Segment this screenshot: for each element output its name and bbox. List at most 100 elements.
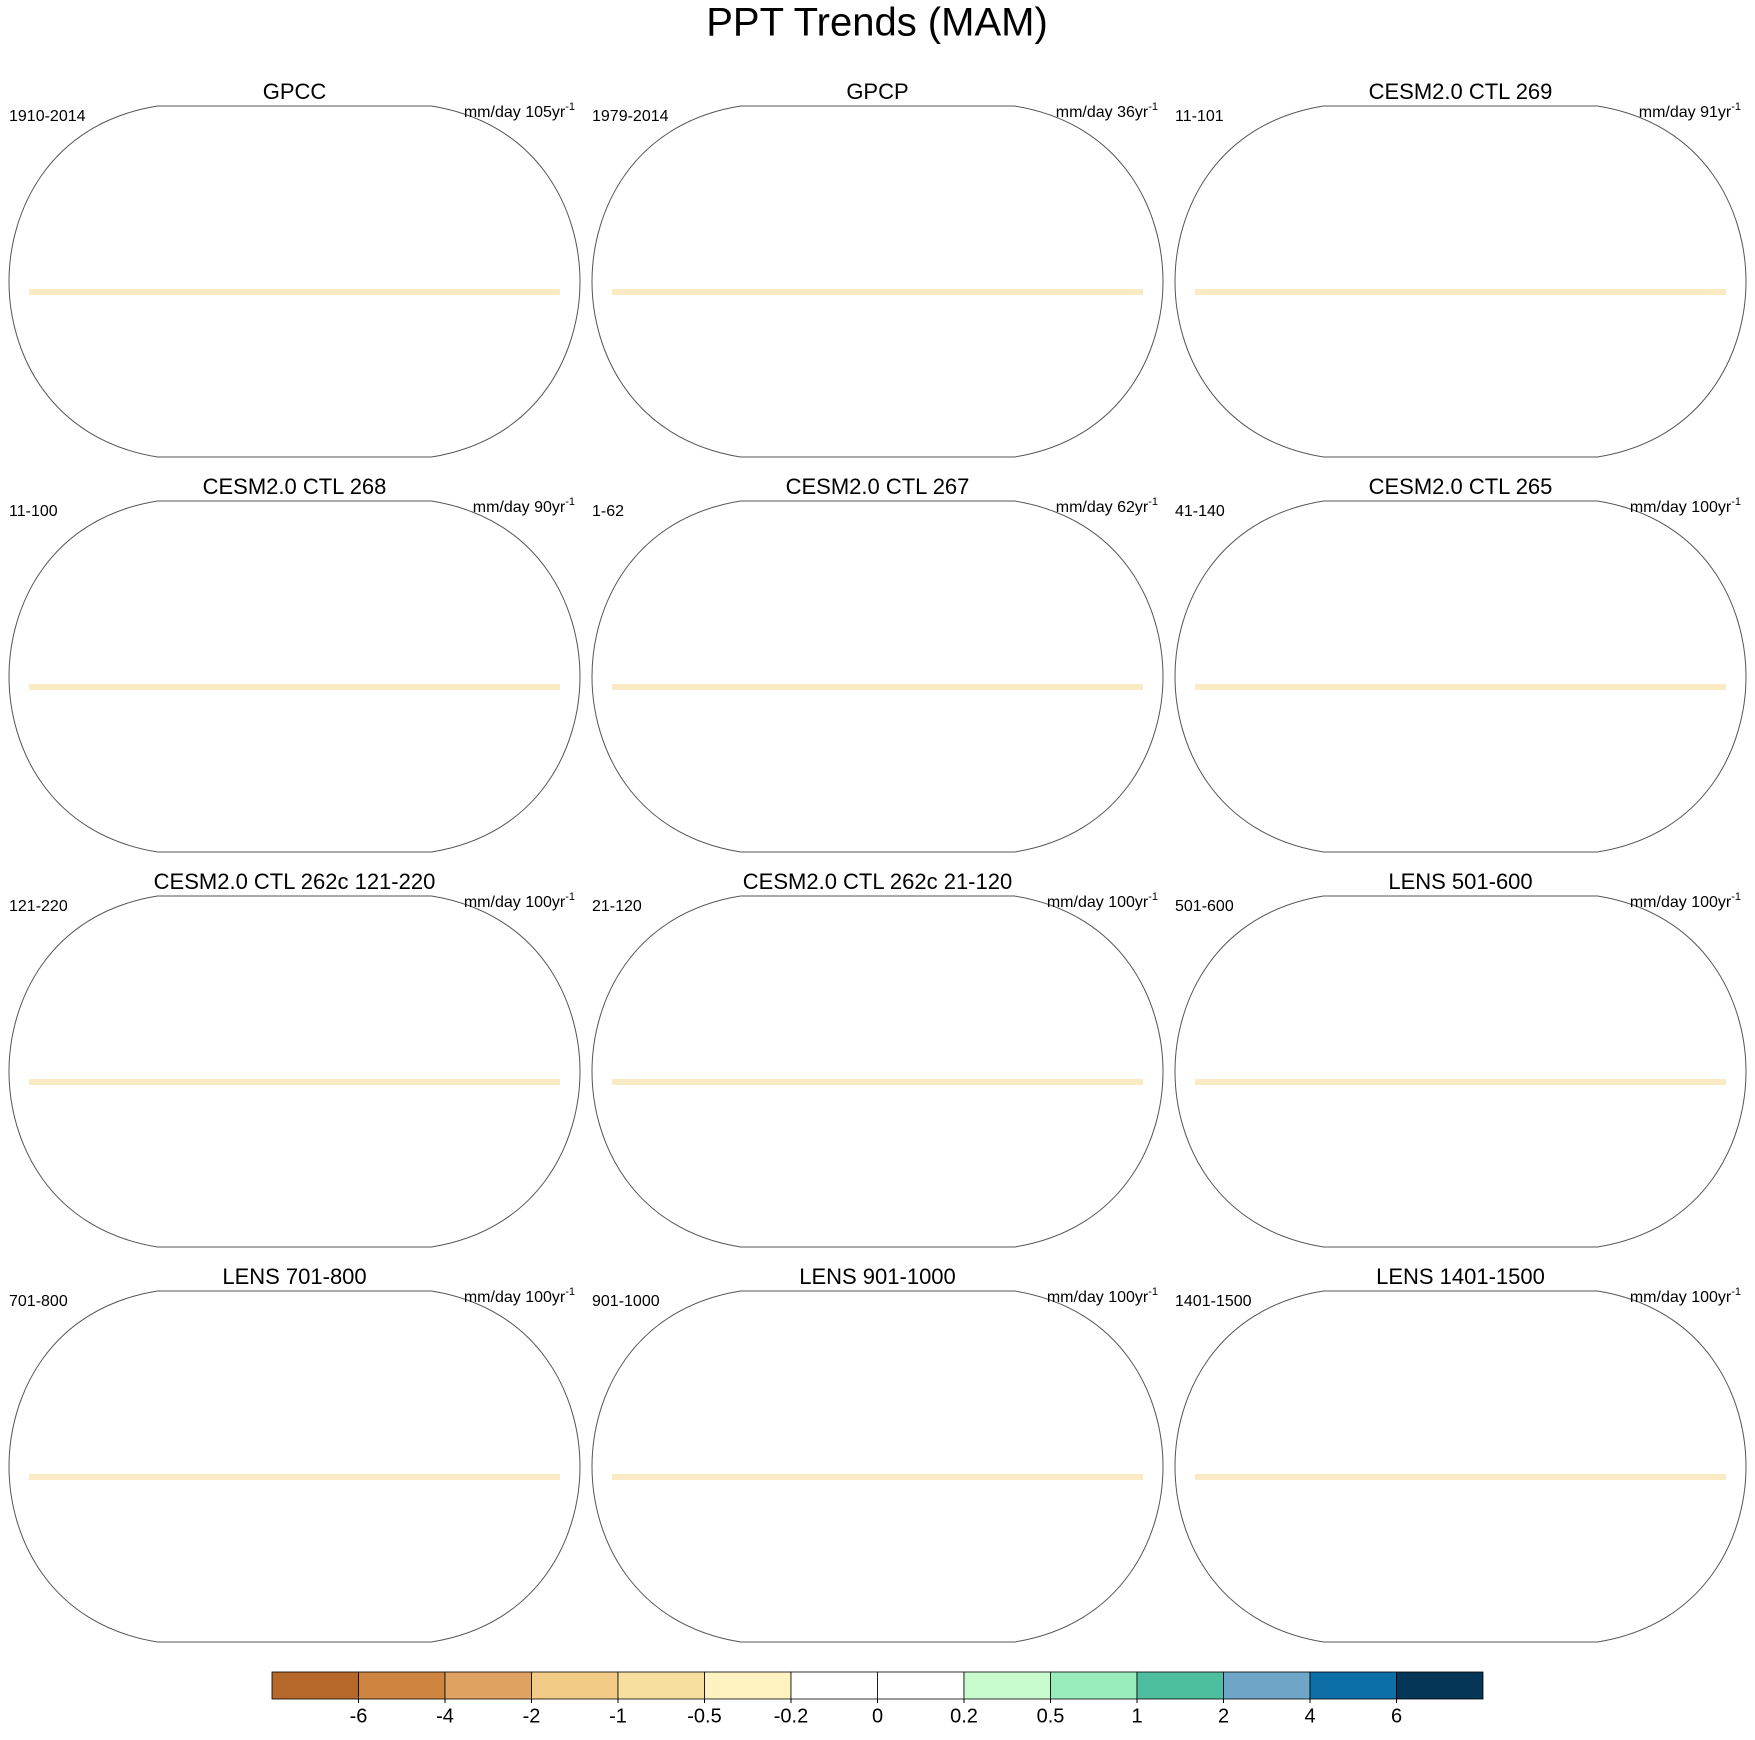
panel-title: CESM2.0 CTL 262c 21-120: [743, 869, 1012, 894]
map-outline: [1174, 105, 1747, 458]
colorbar-tick-label: 6: [1391, 1705, 1402, 1727]
colorbar-box: [617, 1671, 705, 1700]
panel-title: GPCC: [263, 79, 327, 104]
period-label: 11-100: [9, 503, 58, 520]
period-label: 1910-2014: [9, 108, 86, 125]
units-exponent: -1: [1731, 496, 1741, 508]
colorbar-tick-label: 1: [1131, 1705, 1142, 1727]
period-label: 11-101: [1175, 108, 1224, 125]
colorbar-box: [1223, 1671, 1311, 1700]
panel-title: CESM2.0 CTL 262c 121-220: [154, 869, 436, 894]
units-text: mm/day 100yr: [1630, 894, 1732, 911]
period-label: 701-800: [9, 1293, 68, 1310]
map-outline: [8, 1290, 581, 1643]
period-label: 1-62: [592, 503, 624, 520]
units-label: mm/day 100yr-1: [1630, 496, 1741, 516]
period-label: 501-600: [1175, 898, 1234, 915]
colorbar-tick-label: -6: [350, 1705, 368, 1727]
colorbar-box: [704, 1671, 792, 1700]
units-exponent: -1: [1148, 101, 1158, 113]
units-label: mm/day 36yr-1: [1056, 101, 1158, 121]
panel-title: CESM2.0 CTL 265: [1369, 474, 1553, 499]
map-outline: [8, 500, 581, 853]
units-text: mm/day 62yr: [1056, 499, 1149, 516]
map-outline: [591, 500, 1164, 853]
colorbar-box: [877, 1671, 965, 1700]
colorbar-tick-label: -1: [609, 1705, 627, 1727]
units-text: mm/day 100yr: [1047, 1289, 1149, 1306]
colorbar-tick-label: -0.2: [774, 1705, 808, 1727]
units-exponent: -1: [565, 1286, 575, 1298]
colorbar-box: [1309, 1671, 1397, 1700]
period-label: 1401-1500: [1175, 1293, 1252, 1310]
panel-title: LENS 501-600: [1388, 869, 1532, 894]
units-exponent: -1: [1148, 891, 1158, 903]
units-exponent: -1: [565, 891, 575, 903]
map-outline: [1174, 1290, 1747, 1643]
units-label: mm/day 100yr-1: [464, 891, 575, 911]
colorbar-box: [358, 1671, 446, 1700]
map-outline: [591, 105, 1164, 458]
panel-title: GPCP: [846, 79, 908, 104]
units-exponent: -1: [1731, 101, 1741, 113]
units-label: mm/day 90yr-1: [473, 496, 575, 516]
colorbar-box: [444, 1671, 532, 1700]
units-exponent: -1: [1731, 1286, 1741, 1298]
units-label: mm/day 91yr-1: [1639, 101, 1741, 121]
map-outline: [8, 895, 581, 1248]
colorbar-tick-label: 0: [872, 1705, 883, 1727]
units-exponent: -1: [1731, 891, 1741, 903]
colorbar-box: [531, 1671, 619, 1700]
panel-title: LENS 1401-1500: [1376, 1264, 1545, 1289]
panel-title: CESM2.0 CTL 268: [203, 474, 387, 499]
colorbar-box: [790, 1671, 878, 1700]
units-text: mm/day 100yr: [464, 894, 566, 911]
period-label: 121-220: [9, 898, 68, 915]
panel-title: LENS 901-1000: [799, 1264, 956, 1289]
map-outline: [591, 895, 1164, 1248]
colorbar-tick-label: 4: [1304, 1705, 1315, 1727]
units-label: mm/day 100yr-1: [1630, 1286, 1741, 1306]
colorbar-tick-label: -2: [523, 1705, 541, 1727]
units-label: mm/day 62yr-1: [1056, 496, 1158, 516]
units-text: mm/day 100yr: [1630, 1289, 1732, 1306]
map-outline: [1174, 895, 1747, 1248]
period-label: 41-140: [1175, 503, 1225, 520]
map-outline: [591, 1290, 1164, 1643]
units-exponent: -1: [1148, 496, 1158, 508]
units-label: mm/day 100yr-1: [1630, 891, 1741, 911]
colorbar-box: [963, 1671, 1051, 1700]
period-label: 21-120: [592, 898, 642, 915]
units-label: mm/day 100yr-1: [1047, 1286, 1158, 1306]
units-text: mm/day 105yr: [464, 104, 566, 121]
period-label: 1979-2014: [592, 108, 669, 125]
units-label: mm/day 100yr-1: [464, 1286, 575, 1306]
period-label: 901-1000: [592, 1293, 660, 1310]
units-exponent: -1: [565, 496, 575, 508]
panel-title: CESM2.0 CTL 269: [1369, 79, 1553, 104]
colorbar-box: [1136, 1671, 1224, 1700]
units-text: mm/day 90yr: [473, 499, 566, 516]
map-outline: [8, 105, 581, 458]
panel-title: LENS 701-800: [222, 1264, 366, 1289]
colorbar-tick-label: -0.5: [687, 1705, 721, 1727]
panel-title: CESM2.0 CTL 267: [786, 474, 970, 499]
units-text: mm/day 36yr: [1056, 104, 1149, 121]
map-outline: [1174, 500, 1747, 853]
colorbar-box: [1396, 1671, 1484, 1700]
units-text: mm/day 91yr: [1639, 104, 1732, 121]
colorbar-tick-label: 2: [1218, 1705, 1229, 1727]
colorbar-box: [271, 1671, 359, 1700]
colorbar-tick-label: 0.2: [950, 1705, 978, 1727]
colorbar-tick-label: -4: [436, 1705, 454, 1727]
units-exponent: -1: [1148, 1286, 1158, 1298]
figure-title: PPT Trends (MAM): [706, 1, 1048, 45]
units-label: mm/day 100yr-1: [1047, 891, 1158, 911]
units-text: mm/day 100yr: [1630, 499, 1732, 516]
units-label: mm/day 105yr-1: [464, 101, 575, 121]
units-text: mm/day 100yr: [464, 1289, 566, 1306]
units-text: mm/day 100yr: [1047, 894, 1149, 911]
colorbar-tick-label: 0.5: [1037, 1705, 1065, 1727]
units-exponent: -1: [565, 101, 575, 113]
